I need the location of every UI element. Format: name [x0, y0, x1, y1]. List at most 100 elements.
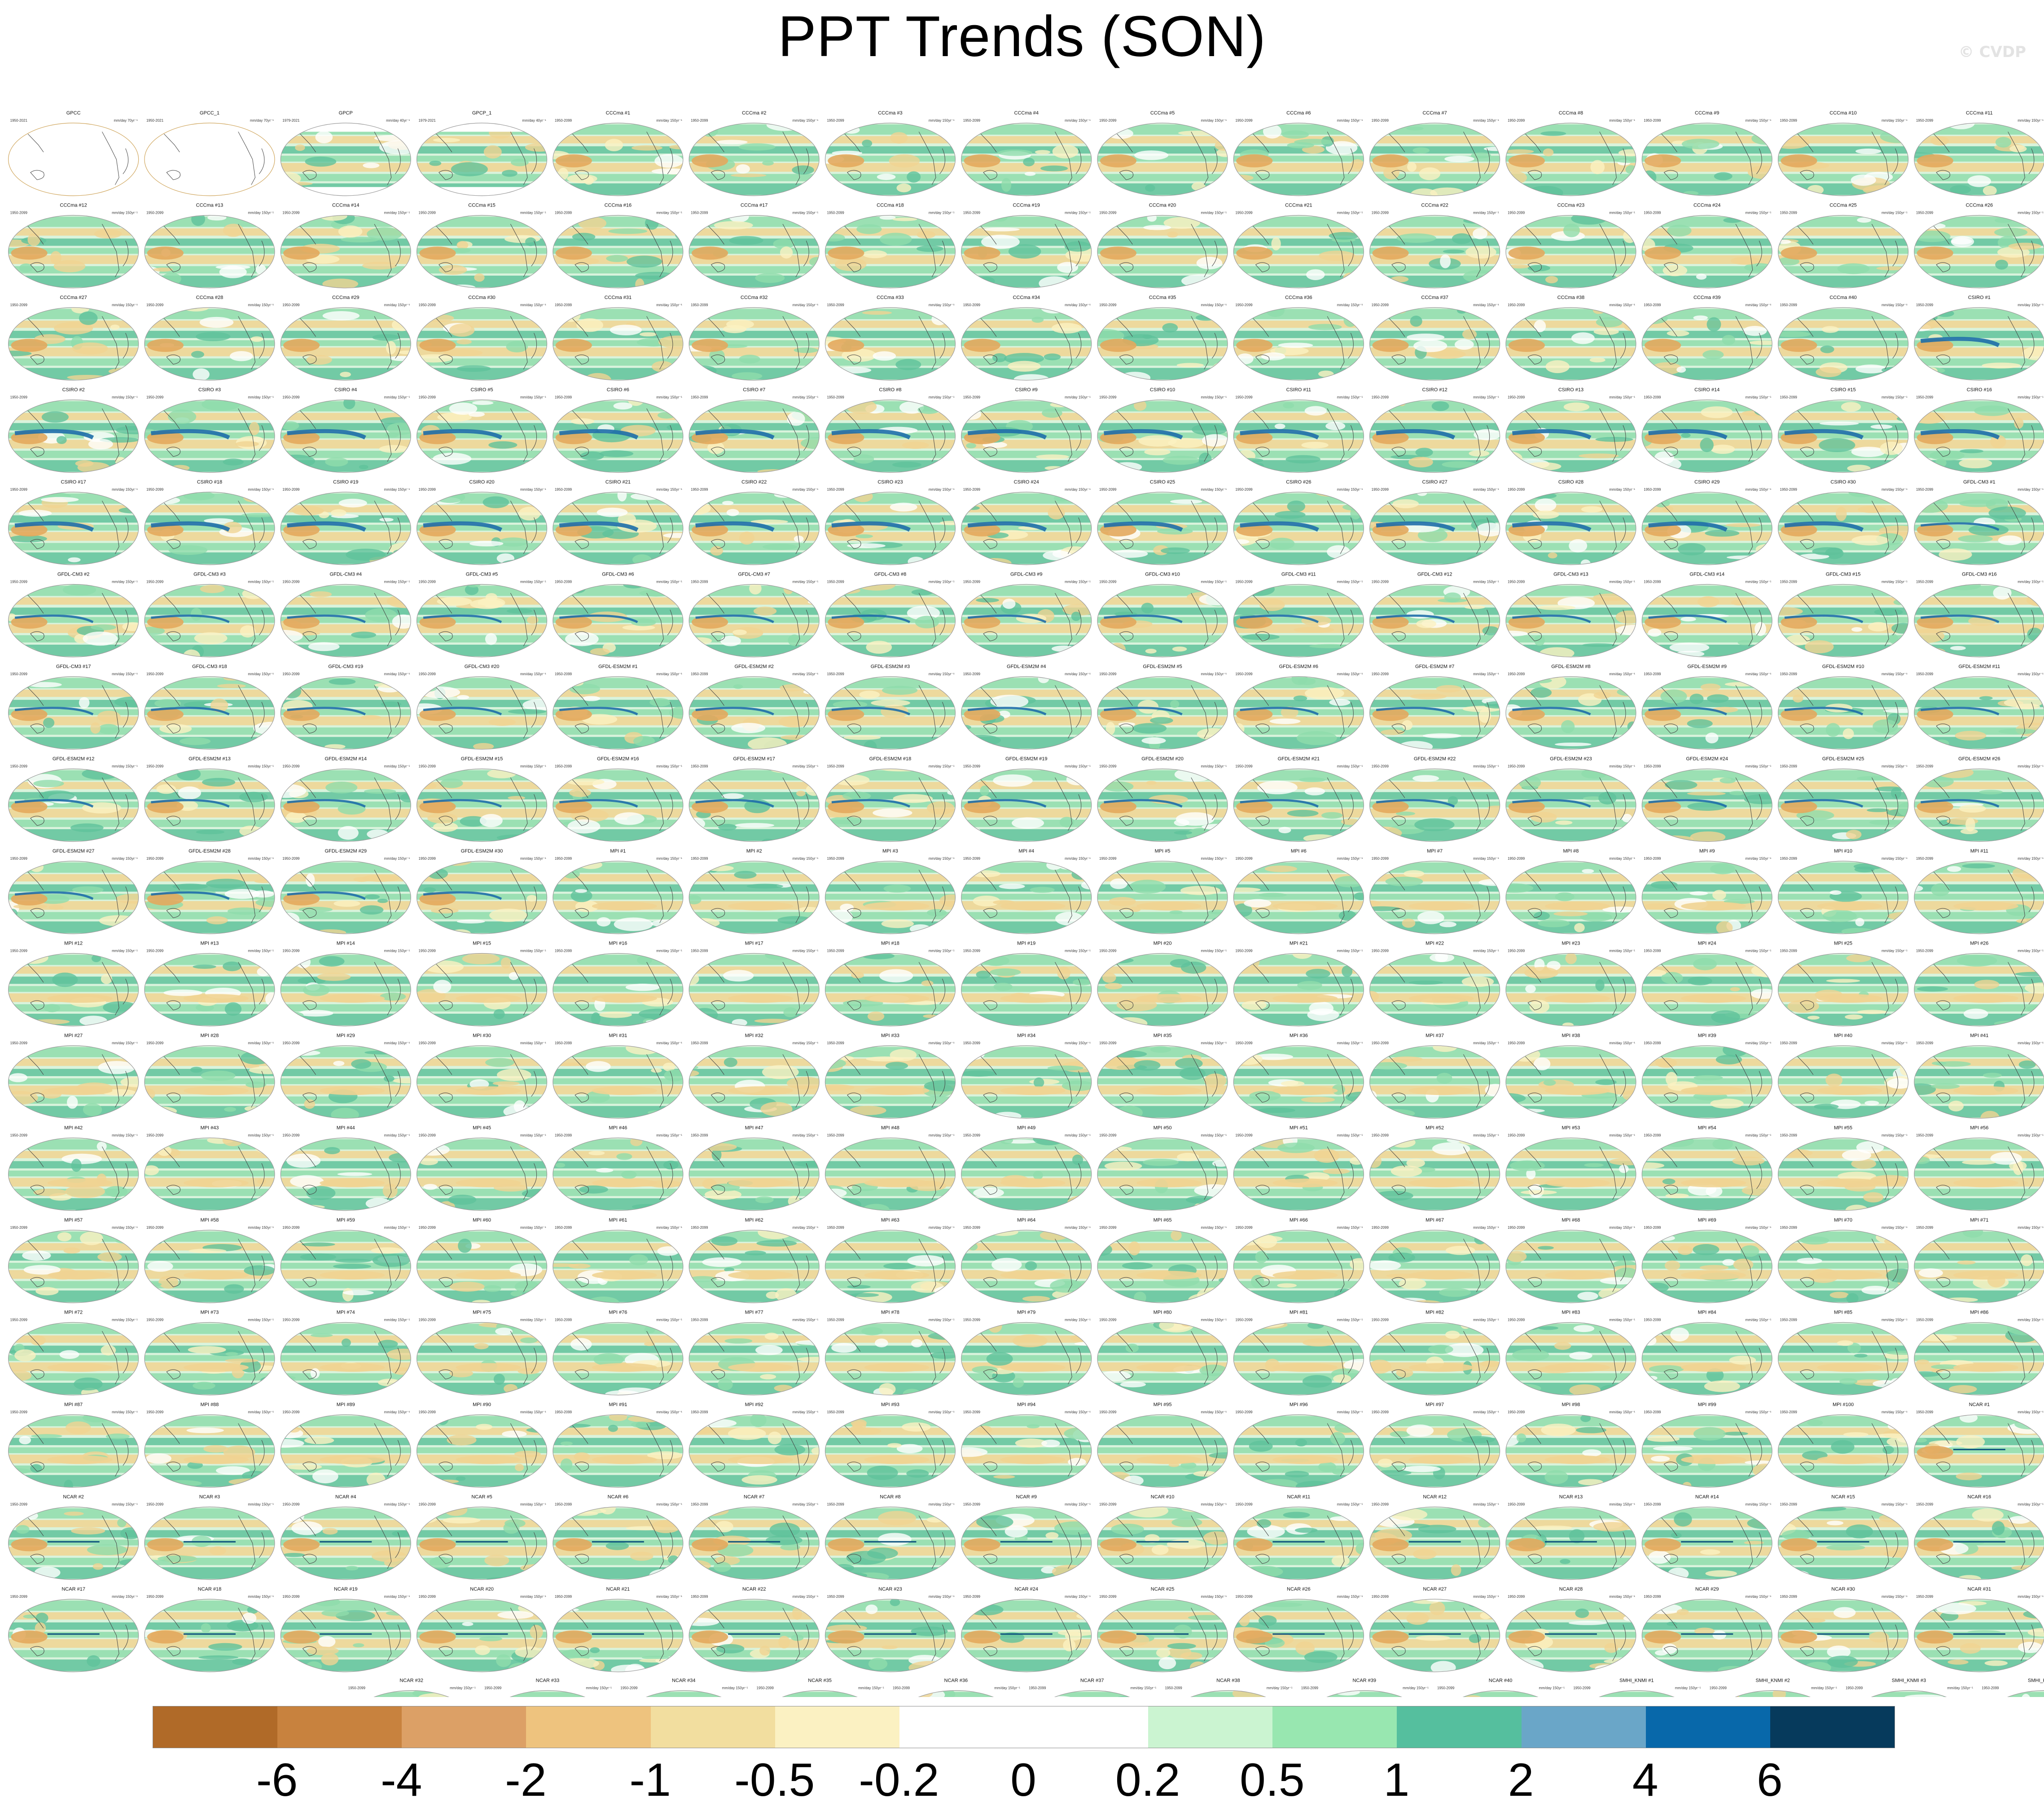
panel-period: 1950-2099 [827, 672, 844, 676]
panel-units: mm/day 150yr⁻¹ [1065, 1226, 1091, 1230]
panel-units: mm/day 150yr⁻¹ [1065, 857, 1091, 861]
panel-title: SMHI_KNMI #2 [1755, 1678, 1790, 1684]
panel-units: mm/day 150yr⁻¹ [2018, 1226, 2044, 1230]
panel-title: MPI #27 [64, 1033, 83, 1038]
panel-units: mm/day 150yr⁻¹ [1675, 1686, 1701, 1690]
panel-units: mm/day 150yr⁻¹ [1473, 1410, 1499, 1414]
panel-title: MPI #95 [1154, 1402, 1172, 1407]
panel-period: 1950-2099 [1235, 1595, 1253, 1599]
panel-units: mm/day 150yr⁻¹ [1882, 1226, 1908, 1230]
panel-units: mm/day 150yr⁻¹ [1337, 488, 1363, 492]
panel-title: MPI #57 [64, 1218, 83, 1223]
panel-units: mm/day 150yr⁻¹ [248, 1410, 274, 1414]
panel-units: mm/day 150yr⁻¹ [1473, 765, 1499, 769]
panel-units: mm/day 150yr⁻¹ [656, 1318, 682, 1322]
panel-units: mm/day 150yr⁻¹ [112, 211, 138, 215]
panel-title: CSIRO #16 [1967, 387, 1992, 393]
panel-units: mm/day 150yr⁻¹ [793, 580, 819, 584]
panel-units: mm/day 150yr⁻¹ [1201, 119, 1227, 123]
panel-title: MPI #82 [1426, 1310, 1444, 1315]
panel-units: mm/day 150yr⁻¹ [248, 672, 274, 676]
panel-period: 1950-2099 [1916, 119, 1934, 123]
panel-title: MPI #8 [1563, 849, 1579, 854]
panel-title: MPI #46 [609, 1126, 627, 1131]
panel-title: CSIRO #29 [1694, 479, 1719, 485]
panel-units: mm/day 150yr⁻¹ [1337, 396, 1363, 400]
panel-title: CCCma #11 [1966, 110, 1993, 116]
panel-period: 1950-2099 [1372, 1134, 1389, 1138]
panel-period: 1950-2099 [827, 1410, 844, 1414]
panel-period: 1950-2099 [146, 488, 164, 492]
panel-units: mm/day 150yr⁻¹ [1882, 765, 1908, 769]
panel-title: GFDL-ESM2M #29 [325, 849, 367, 854]
panel-period: 1950-2099 [691, 119, 708, 123]
panel-units: mm/day 150yr⁻¹ [1065, 1410, 1091, 1414]
panel-units: mm/day 150yr⁻¹ [1065, 672, 1091, 676]
panel-period: 1950-2099 [1099, 1226, 1117, 1230]
panel-period: 1950-2099 [1644, 1226, 1661, 1230]
panel-period: 1950-2099 [1099, 119, 1117, 123]
panel-units: mm/day 150yr⁻¹ [929, 396, 955, 400]
panel-units: mm/day 150yr⁻¹ [248, 580, 274, 584]
panel-period: 1950-2099 [1644, 672, 1661, 676]
panel-units: mm/day 150yr⁻¹ [656, 1503, 682, 1507]
panel-title: GFDL-CM3 #4 [329, 572, 362, 577]
panel-units: mm/day 150yr⁻¹ [520, 1226, 546, 1230]
panel-units: mm/day 150yr⁻¹ [248, 1595, 274, 1599]
panel-period: 1950-2099 [555, 488, 572, 492]
panel-title: NCAR #28 [1559, 1587, 1583, 1592]
panel-title: NCAR #21 [606, 1587, 630, 1592]
panel-period: 1950-2099 [1644, 857, 1661, 861]
panel-units: mm/day 150yr⁻¹ [1065, 580, 1091, 584]
panel-period: 1950-2099 [1099, 1134, 1117, 1138]
panel-title: MPI #25 [1834, 941, 1852, 946]
panel-title: GFDL-ESM2M #17 [733, 756, 775, 762]
panel-title: CCCma #40 [1829, 295, 1857, 300]
panel-period: 1950-2099 [827, 488, 844, 492]
panel-units: mm/day 150yr⁻¹ [1473, 672, 1499, 676]
panel-units: mm/day 150yr⁻¹ [1473, 857, 1499, 861]
panel-units: mm/day 150yr⁻¹ [1337, 1410, 1363, 1414]
panel-period: 1950-2099 [282, 1134, 300, 1138]
panel-units: mm/day 150yr⁻¹ [248, 303, 274, 307]
panel-title: MPI #14 [337, 941, 355, 946]
colorbar-label: 0 [1010, 1754, 1036, 1807]
colorbar-label: -2 [505, 1754, 546, 1807]
panel-units: mm/day 150yr⁻¹ [929, 1041, 955, 1045]
panel-title: GPCP_1 [472, 110, 491, 116]
panel-title: MPI #6 [1291, 849, 1307, 854]
panel-period: 1950-2099 [1372, 488, 1389, 492]
panel-units: mm/day 150yr⁻¹ [793, 1595, 819, 1599]
panel-period: 1950-2099 [963, 1595, 981, 1599]
panel-period: 1950-2099 [691, 1503, 708, 1507]
panel-title: CSIRO #9 [1015, 387, 1038, 393]
panel-title: CCCma #9 [1695, 110, 1719, 116]
panel-period: 1950-2099 [1508, 488, 1525, 492]
panel-period: 1950-2099 [146, 1318, 164, 1322]
panel-title: NCAR #24 [1014, 1587, 1038, 1592]
